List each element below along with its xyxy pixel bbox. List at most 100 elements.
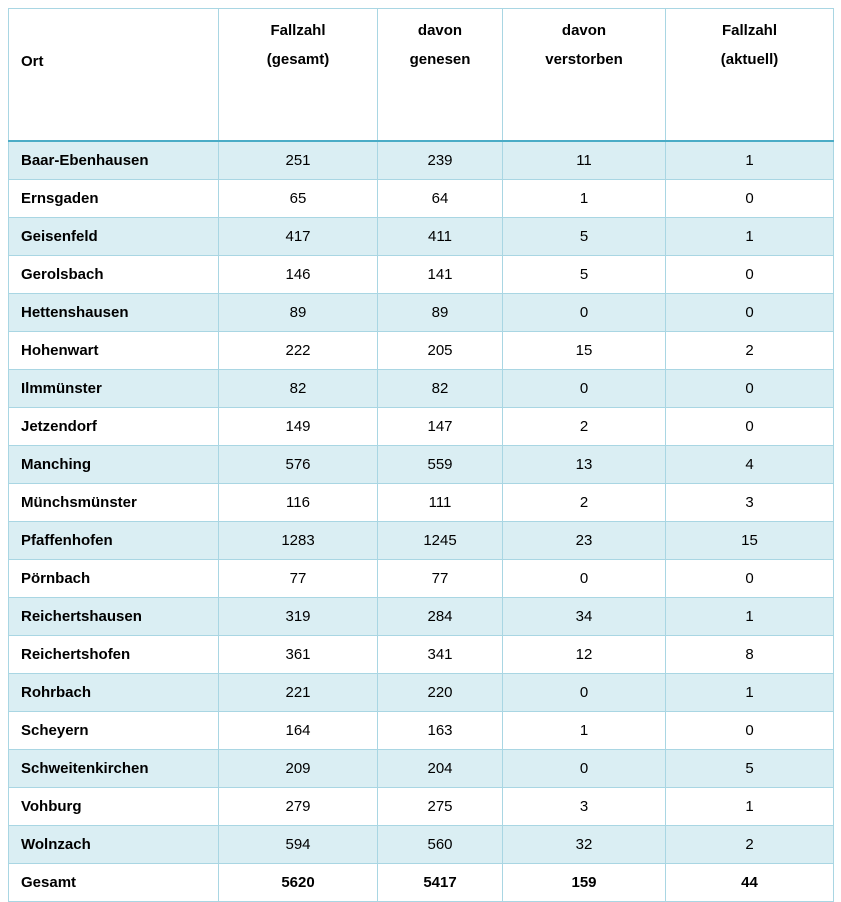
cell-davon-verstorben: 0 [502, 369, 666, 408]
cell-fallzahl-aktuell: 4 [665, 445, 834, 484]
cell-davon-genesen: 77 [377, 559, 503, 598]
cell-fallzahl-aktuell: 0 [665, 559, 834, 598]
table-row: Hettenshausen 89 89 0 0 [8, 293, 834, 332]
cell-fallzahl-gesamt: 89 [218, 293, 378, 332]
cell-fallzahl-aktuell: 1 [665, 140, 834, 180]
table-row: Münchsmünster 116 111 2 3 [8, 483, 834, 522]
column-header-davon-genesen: davon genesen [377, 8, 503, 142]
cell-fallzahl-aktuell: 2 [665, 825, 834, 864]
cell-ort: Münchsmünster [8, 483, 219, 522]
cell-davon-genesen: 341 [377, 635, 503, 674]
case-numbers-table-container: Ort Fallzahl (gesamt) davon genesen davo… [8, 8, 834, 902]
cell-fallzahl-aktuell: 5 [665, 749, 834, 788]
table-row: Hohenwart 222 205 15 2 [8, 331, 834, 370]
cell-davon-verstorben: 13 [502, 445, 666, 484]
table-row: Vohburg 279 275 3 1 [8, 787, 834, 826]
cell-fallzahl-gesamt: 82 [218, 369, 378, 408]
cell-fallzahl-aktuell: 15 [665, 521, 834, 560]
cell-davon-genesen: 89 [377, 293, 503, 332]
header-label-line2: genesen [409, 51, 471, 68]
cell-ort: Gerolsbach [8, 255, 219, 294]
header-label-line1: Fallzahl [270, 22, 326, 39]
cell-ort: Ernsgaden [8, 179, 219, 218]
cell-davon-verstorben: 3 [502, 787, 666, 826]
cell-davon-verstorben: 0 [502, 559, 666, 598]
table-row: Scheyern 164 163 1 0 [8, 711, 834, 750]
cell-fallzahl-aktuell: 0 [665, 293, 834, 332]
cell-davon-genesen: 64 [377, 179, 503, 218]
table-row: Rohrbach 221 220 0 1 [8, 673, 834, 712]
header-label-line2: verstorben [545, 51, 623, 68]
cell-davon-verstorben: 32 [502, 825, 666, 864]
cell-fallzahl-gesamt: 251 [218, 140, 378, 180]
table-row: Pörnbach 77 77 0 0 [8, 559, 834, 598]
cell-davon-genesen: 411 [377, 217, 503, 256]
cell-davon-verstorben: 23 [502, 521, 666, 560]
cell-fallzahl-gesamt: 221 [218, 673, 378, 712]
cell-ort: Schweitenkirchen [8, 749, 219, 788]
cell-ort: Manching [8, 445, 219, 484]
cell-davon-verstorben: 0 [502, 673, 666, 712]
cell-davon-verstorben: 12 [502, 635, 666, 674]
header-label-line1: davon [561, 22, 607, 39]
cell-fallzahl-aktuell: 1 [665, 597, 834, 636]
table-row: Reichertshofen 361 341 12 8 [8, 635, 834, 674]
cell-davon-genesen: 284 [377, 597, 503, 636]
cell-ort: Hettenshausen [8, 293, 219, 332]
cell-davon-genesen: 275 [377, 787, 503, 826]
cell-fallzahl-aktuell: 8 [665, 635, 834, 674]
cell-davon-verstorben: 2 [502, 407, 666, 446]
cell-ort: Reichertshausen [8, 597, 219, 636]
cell-fallzahl-gesamt: 65 [218, 179, 378, 218]
cell-davon-genesen: 141 [377, 255, 503, 294]
cell-fallzahl-gesamt: 279 [218, 787, 378, 826]
cell-ort: Jetzendorf [8, 407, 219, 446]
cell-davon-verstorben: 1 [502, 711, 666, 750]
cell-davon-genesen: 163 [377, 711, 503, 750]
cell-davon-genesen: 559 [377, 445, 503, 484]
total-row: Gesamt 5620 5417 159 44 [8, 863, 834, 902]
table-row: Geisenfeld 417 411 5 1 [8, 217, 834, 256]
cell-davon-genesen: 220 [377, 673, 503, 712]
cell-fallzahl-aktuell: 1 [665, 217, 834, 256]
cell-davon-genesen: 82 [377, 369, 503, 408]
cell-fallzahl-gesamt: 1283 [218, 521, 378, 560]
table-row: Schweitenkirchen 209 204 0 5 [8, 749, 834, 788]
cell-davon-genesen: 1245 [377, 521, 503, 560]
header-label-line2: (aktuell) [720, 51, 779, 68]
cell-fallzahl-gesamt: 576 [218, 445, 378, 484]
cell-davon-genesen: 239 [377, 140, 503, 180]
cell-fallzahl-gesamt-total: 5620 [218, 863, 378, 902]
cell-ort: Pörnbach [8, 559, 219, 598]
cell-ort: Rohrbach [8, 673, 219, 712]
cell-fallzahl-aktuell: 0 [665, 179, 834, 218]
cell-ort: Wolnzach [8, 825, 219, 864]
table-row: Jetzendorf 149 147 2 0 [8, 407, 834, 446]
cell-ort: Geisenfeld [8, 217, 219, 256]
cell-ort: Vohburg [8, 787, 219, 826]
table-row: Pfaffenhofen 1283 1245 23 15 [8, 521, 834, 560]
cell-davon-verstorben: 34 [502, 597, 666, 636]
cell-ort: Scheyern [8, 711, 219, 750]
cell-ort: Hohenwart [8, 331, 219, 370]
table-row: Reichertshausen 319 284 34 1 [8, 597, 834, 636]
cell-davon-verstorben: 5 [502, 217, 666, 256]
cell-davon-genesen: 147 [377, 407, 503, 446]
cell-fallzahl-aktuell: 0 [665, 255, 834, 294]
cell-ort: Reichertshofen [8, 635, 219, 674]
cell-fallzahl-aktuell: 3 [665, 483, 834, 522]
cell-fallzahl-gesamt: 361 [218, 635, 378, 674]
cell-davon-verstorben: 0 [502, 749, 666, 788]
cell-davon-genesen: 205 [377, 331, 503, 370]
table-row: Baar-Ebenhausen 251 239 11 1 [8, 140, 834, 180]
table-row: Wolnzach 594 560 32 2 [8, 825, 834, 864]
header-label: Ort [21, 53, 44, 70]
column-header-fallzahl-gesamt: Fallzahl (gesamt) [218, 8, 378, 142]
cell-davon-verstorben-total: 159 [502, 863, 666, 902]
cell-davon-verstorben: 1 [502, 179, 666, 218]
cell-fallzahl-aktuell: 0 [665, 711, 834, 750]
table-header: Ort Fallzahl (gesamt) davon genesen davo… [8, 8, 834, 142]
column-header-ort: Ort [8, 8, 219, 142]
cell-davon-verstorben: 11 [502, 140, 666, 180]
cell-fallzahl-gesamt: 222 [218, 331, 378, 370]
